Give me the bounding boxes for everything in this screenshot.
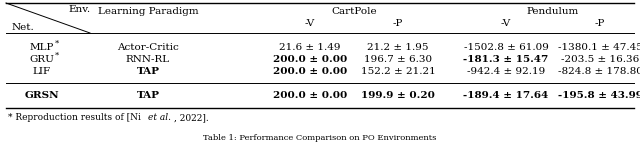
- Text: , 2022].: , 2022].: [174, 113, 209, 122]
- Text: -189.4 ± 17.64: -189.4 ± 17.64: [463, 91, 548, 101]
- Text: -P: -P: [595, 18, 605, 28]
- Text: Net.: Net.: [12, 22, 35, 32]
- Text: -181.3 ± 15.47: -181.3 ± 15.47: [463, 55, 548, 65]
- Text: -195.8 ± 43.99: -195.8 ± 43.99: [557, 91, 640, 101]
- Text: MLP: MLP: [30, 43, 54, 53]
- Text: * Reproduction results of [Ni: * Reproduction results of [Ni: [8, 113, 144, 122]
- Text: et al.: et al.: [148, 113, 171, 122]
- Text: -824.8 ± 178.80: -824.8 ± 178.80: [557, 67, 640, 75]
- Text: TAP: TAP: [136, 91, 159, 101]
- Text: -V: -V: [501, 18, 511, 28]
- Text: GRSN: GRSN: [25, 91, 60, 101]
- Text: *: *: [55, 52, 59, 60]
- Text: CartPole: CartPole: [331, 6, 377, 16]
- Text: -P: -P: [393, 18, 403, 28]
- Text: -V: -V: [305, 18, 315, 28]
- Text: Learning Paradigm: Learning Paradigm: [98, 6, 198, 16]
- Text: 152.2 ± 21.21: 152.2 ± 21.21: [360, 67, 435, 75]
- Text: -1380.1 ± 47.45: -1380.1 ± 47.45: [557, 43, 640, 53]
- Text: Env.: Env.: [69, 6, 91, 14]
- Text: 196.7 ± 6.30: 196.7 ± 6.30: [364, 55, 432, 65]
- Text: GRU: GRU: [29, 55, 54, 65]
- Text: 200.0 ± 0.00: 200.0 ± 0.00: [273, 91, 347, 101]
- Text: *: *: [55, 40, 59, 48]
- Text: 200.0 ± 0.00: 200.0 ± 0.00: [273, 55, 347, 65]
- Text: 21.6 ± 1.49: 21.6 ± 1.49: [279, 43, 340, 53]
- Text: Pendulum: Pendulum: [527, 6, 579, 16]
- Text: LIF: LIF: [33, 67, 51, 75]
- Text: -942.4 ± 92.19: -942.4 ± 92.19: [467, 67, 545, 75]
- Text: 21.2 ± 1.95: 21.2 ± 1.95: [367, 43, 429, 53]
- Text: RNN-RL: RNN-RL: [126, 55, 170, 65]
- Text: 199.9 ± 0.20: 199.9 ± 0.20: [361, 91, 435, 101]
- Text: -203.5 ± 16.36: -203.5 ± 16.36: [561, 55, 639, 65]
- Text: 200.0 ± 0.00: 200.0 ± 0.00: [273, 67, 347, 75]
- Text: Actor-Critic: Actor-Critic: [117, 43, 179, 53]
- Text: TAP: TAP: [136, 67, 159, 75]
- Text: -1502.8 ± 61.09: -1502.8 ± 61.09: [463, 43, 548, 53]
- Text: Table 1: Performance Comparison on PO Environments: Table 1: Performance Comparison on PO En…: [204, 134, 436, 142]
